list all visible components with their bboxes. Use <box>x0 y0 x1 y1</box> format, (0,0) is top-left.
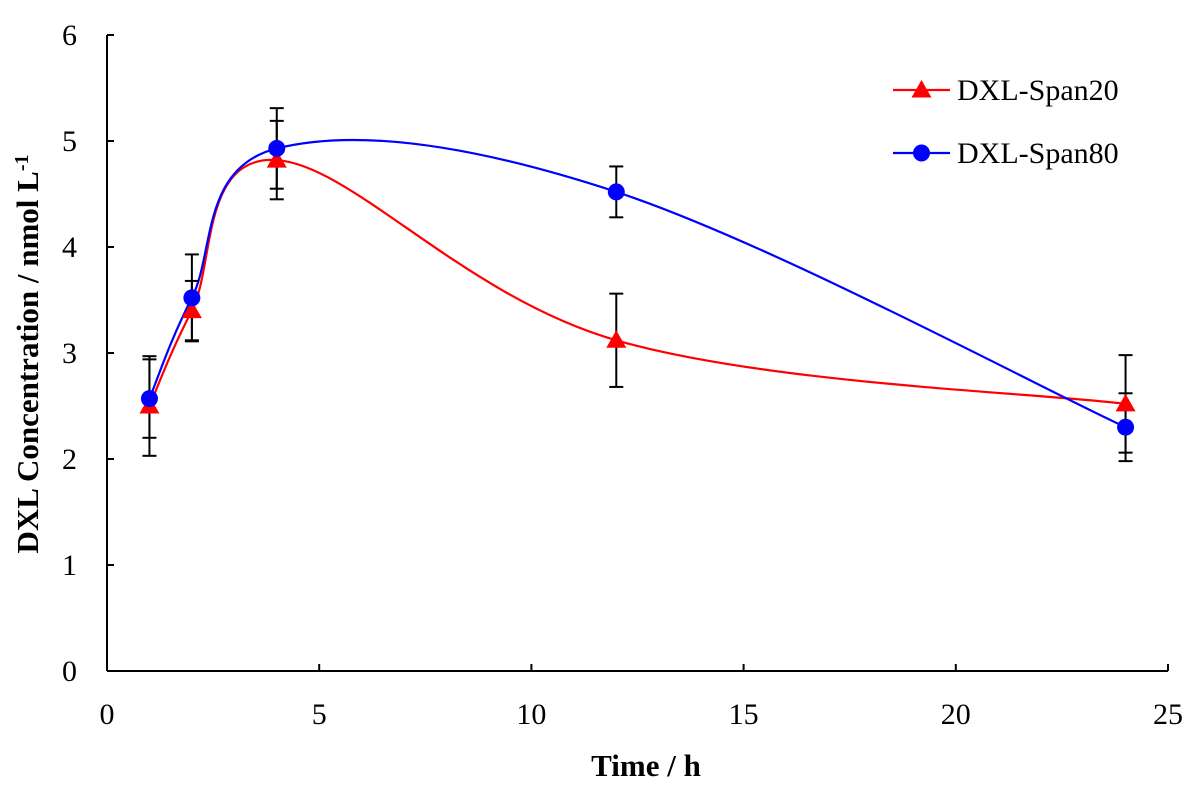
x-tick-label: 15 <box>729 698 759 731</box>
series-line-dxl-span20 <box>148 158 1126 407</box>
legend-label-dxl-span80: DXL-Span80 <box>957 137 1119 170</box>
data-point-dxl-span80 <box>140 390 158 408</box>
data-point-dxl-span20 <box>1115 393 1136 412</box>
x-tick-label: 20 <box>941 698 971 731</box>
y-tick-label: 0 <box>62 655 77 688</box>
data-point-dxl-span20 <box>181 300 202 319</box>
legend: DXL-Span20 DXL-Span80 <box>893 74 1119 170</box>
y-tick-label: 3 <box>62 337 77 370</box>
x-tick-label: 5 <box>312 698 327 731</box>
y-axis-title-main: DXL Concentration / nmol L <box>10 171 45 553</box>
series-line-dxl-span80 <box>148 138 1127 429</box>
x-tick-label: 0 <box>100 698 115 731</box>
data-markers <box>139 139 1136 436</box>
y-axis-title: DXL Concentration / nmol L-1 <box>10 154 45 553</box>
y-tick-label: 5 <box>62 125 77 158</box>
y-tick-label: 6 <box>62 19 77 52</box>
legend-label-dxl-span20: DXL-Span20 <box>957 74 1119 107</box>
data-point-dxl-span80 <box>268 139 286 157</box>
data-point-dxl-span80 <box>607 183 625 201</box>
data-point-dxl-span80 <box>183 289 201 307</box>
data-point-dxl-span80 <box>1117 418 1135 436</box>
series-lines <box>148 138 1127 429</box>
data-point-dxl-span20 <box>266 150 287 168</box>
legend-marker-dxl-span20 <box>911 80 932 98</box>
y-axis-title-superscript: -1 <box>11 154 33 171</box>
axes: 0 1 2 3 4 5 6 0 5 10 15 20 25 <box>62 19 1183 731</box>
y-tick-label: 4 <box>62 231 77 264</box>
y-tick-label: 1 <box>62 549 77 582</box>
x-axis-title: Time / h <box>591 748 701 783</box>
legend-marker-dxl-span80 <box>913 144 930 162</box>
x-tick-label: 10 <box>516 698 546 731</box>
y-tick-label: 2 <box>62 443 77 476</box>
data-point-dxl-span20 <box>606 330 627 348</box>
x-tick-label: 25 <box>1153 698 1183 731</box>
